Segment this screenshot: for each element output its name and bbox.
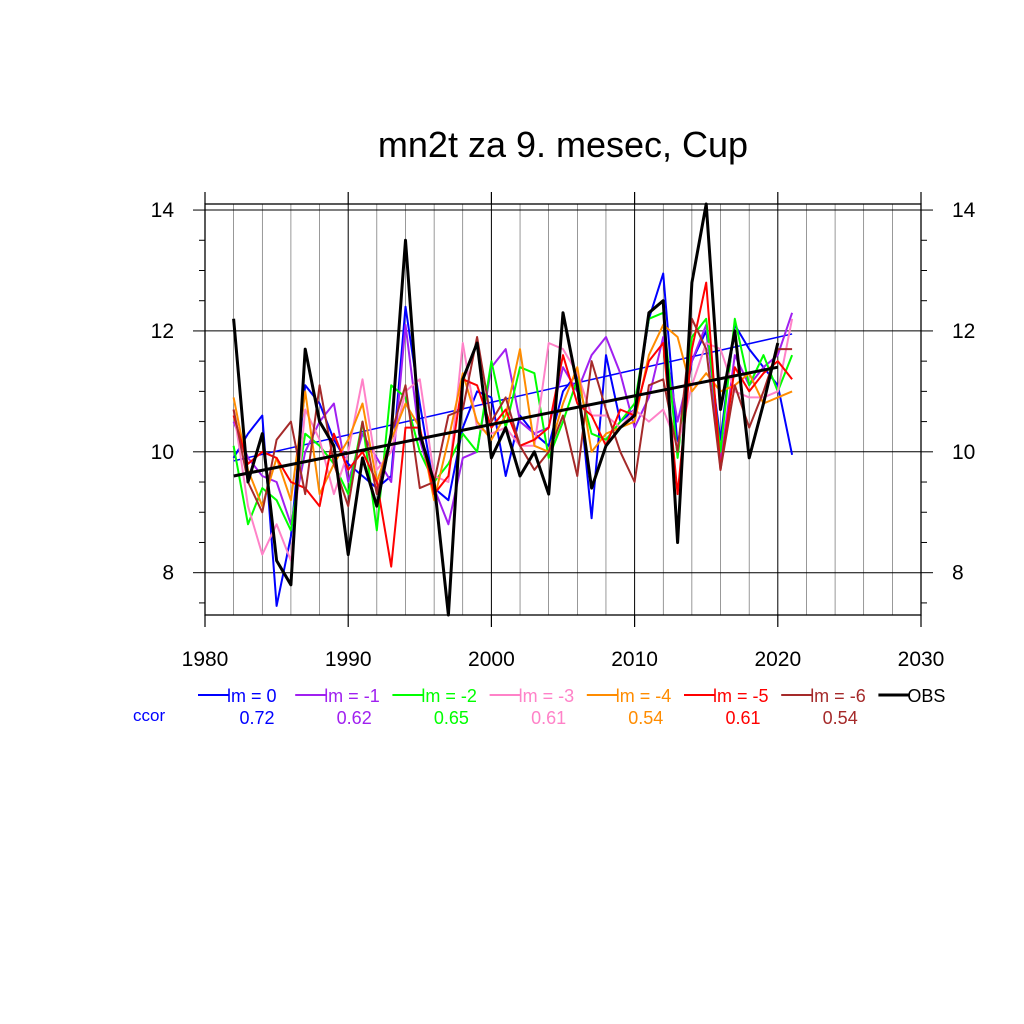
x-tick-label: 1990: [325, 648, 372, 671]
series-lines: [232, 202, 794, 617]
y-tick-label: 8: [162, 562, 174, 585]
y-tick-label: 10: [151, 441, 174, 464]
trend-line-7: [233, 365, 779, 478]
legend-label: lm = -3: [519, 686, 575, 706]
x-tick-label: 2000: [468, 648, 515, 671]
legend-label: lm = -5: [713, 686, 769, 706]
series-line-5: [232, 281, 793, 568]
series-line-2: [232, 311, 794, 532]
legend-label: OBS: [907, 686, 945, 706]
legend-label: lm = 0: [227, 686, 277, 706]
legend: ccor lm = 00.72 lm = -10.62 lm = -20.65 lm …: [133, 686, 945, 728]
legend-label: lm = -6: [810, 686, 866, 706]
ccor-label: ccor: [133, 706, 165, 725]
y-tick-label-right: 14: [952, 199, 976, 222]
series-line-7: [232, 202, 780, 617]
y-tick-label-right: 8: [952, 562, 964, 585]
x-tick-label: 2030: [898, 648, 945, 671]
legend-label: lm = -2: [421, 686, 477, 706]
y-tick-label-right: 10: [952, 441, 975, 464]
y-tick-label-right: 12: [952, 320, 975, 343]
y-tick-label: 14: [151, 199, 175, 222]
legend-ccor-value: 0.61: [531, 708, 566, 728]
plot-frame: [204, 203, 922, 616]
x-tick-label: 2010: [611, 648, 658, 671]
legend-ccor-value: 0.54: [628, 708, 663, 728]
axes: 1980 1990 2000 2010 2020 2030 8 8 10 10 12 12 14 14: [151, 192, 976, 671]
legend-label: lm = -4: [616, 686, 672, 706]
x-tick-label: 2020: [754, 648, 801, 671]
chart-title: mn2t za 9. mesec, Cup: [378, 124, 748, 165]
legend-ccor-value: 0.62: [337, 708, 372, 728]
legend-ccor-value: 0.72: [239, 708, 274, 728]
legend-ccor-value: 0.54: [823, 708, 858, 728]
x-tick-label: 1980: [182, 648, 229, 671]
legend-label: lm = -1: [324, 686, 380, 706]
y-tick-label: 12: [151, 320, 174, 343]
legend-ccor-value: 0.61: [725, 708, 760, 728]
legend-ccor-value: 0.65: [434, 708, 469, 728]
